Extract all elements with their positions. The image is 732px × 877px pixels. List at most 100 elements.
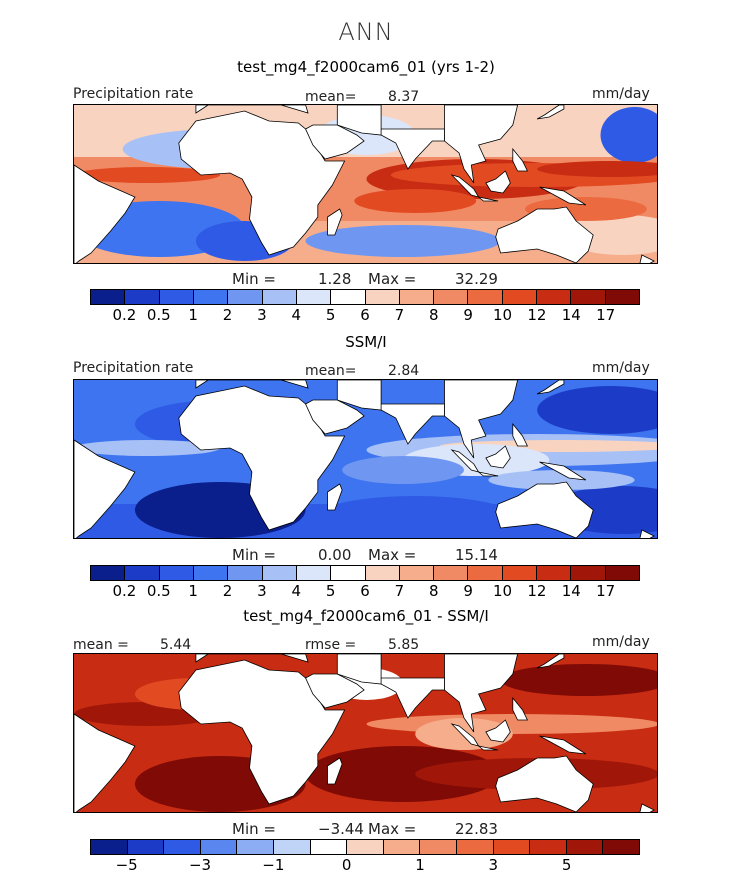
colorbar-tick-label: 5 xyxy=(561,856,572,874)
colorbar-tick-label: 3 xyxy=(257,582,267,600)
panel2-max-label: Max = xyxy=(368,546,417,564)
panel1-mean-value: 8.37 xyxy=(388,89,420,105)
panel1-variable-label: Precipitation rate xyxy=(73,86,194,102)
colorbar-swatch xyxy=(91,566,126,580)
landmass-borneo xyxy=(485,719,511,743)
landmass-madagascar xyxy=(327,483,343,511)
landmass-java xyxy=(478,196,499,202)
main-title: ANN xyxy=(338,18,394,46)
panel1-colorbar xyxy=(90,289,640,305)
colorbar-swatch xyxy=(502,566,538,580)
landmass-nz xyxy=(639,254,655,263)
colorbar-swatch xyxy=(434,290,469,304)
panel1-colorbar-ticks: 0.2 0.5 1 2 3 4 5 6 7 8 9 10 12 14 17 xyxy=(0,306,732,326)
landmass-africa xyxy=(178,385,346,531)
panel2-map-svg xyxy=(74,380,657,538)
landmass-australia xyxy=(495,206,594,263)
panel2-min-label: Min = xyxy=(232,546,276,564)
landmass-eurasia_ms xyxy=(195,654,309,663)
landmass-iran xyxy=(336,654,382,685)
colorbar-swatch xyxy=(571,566,606,580)
colorbar-tick-label: 6 xyxy=(360,582,370,600)
panel3-mean-label: mean = xyxy=(73,637,129,653)
colorbar-swatch xyxy=(159,290,194,304)
landmass-philippines xyxy=(512,147,529,172)
landmass-australia xyxy=(495,755,594,812)
colorbar-swatch xyxy=(566,840,604,854)
landmass-philippines xyxy=(512,422,529,447)
colorbar-tick-label: 1 xyxy=(188,582,198,600)
landmass-india xyxy=(380,403,445,445)
colorbar-swatch xyxy=(262,566,297,580)
colorbar-swatch xyxy=(383,840,421,854)
colorbar-tick-label: 12 xyxy=(527,306,547,324)
landmass-borneo xyxy=(485,170,511,194)
panel2-colorbar xyxy=(90,565,640,581)
panel3-min-label: Min = xyxy=(232,820,276,838)
panel3-max-label: Max = xyxy=(368,820,417,838)
landmass-arabia xyxy=(305,124,365,160)
panel3-rmse-value: 5.85 xyxy=(388,637,420,653)
colorbar-tick-label: 0 xyxy=(341,856,352,874)
colorbar-swatch xyxy=(493,840,531,854)
colorbar-tick-label: 1 xyxy=(188,306,198,324)
landmass-japan xyxy=(536,380,565,395)
landmass-arabia xyxy=(305,673,365,709)
panel2-max-value: 15.14 xyxy=(455,546,498,564)
panel1-map-svg xyxy=(74,105,657,263)
landmass-samerica xyxy=(74,713,136,812)
colorbar-tick-label: 5 xyxy=(325,306,336,324)
colorbar-swatch xyxy=(159,566,194,580)
colorbar-tick-label: 7 xyxy=(394,582,405,600)
colorbar-swatch xyxy=(399,566,435,580)
colorbar-swatch xyxy=(399,290,435,304)
colorbar-swatch xyxy=(273,840,311,854)
colorbar-swatch xyxy=(296,566,332,580)
colorbar-swatch xyxy=(365,566,400,580)
colorbar-tick-label: 14 xyxy=(561,306,581,324)
colorbar-tick-label: 8 xyxy=(428,582,439,600)
colorbar-swatch xyxy=(200,840,238,854)
landmass-samerica xyxy=(74,439,136,538)
panel3-title: test_mg4_f2000cam6_01 - SSM/I xyxy=(243,607,489,625)
panel1-units: mm/day xyxy=(592,86,650,102)
panel3-colorbar xyxy=(90,839,640,855)
panel1-mean-label: mean= xyxy=(305,89,357,105)
landmass-arabia xyxy=(305,399,365,435)
colorbar-tick-label: 0.2 xyxy=(112,582,137,600)
panel3-map xyxy=(73,653,658,813)
landmass-madagascar xyxy=(327,757,343,785)
colorbar-tick-label: 17 xyxy=(596,306,616,324)
colorbar-tick-label: 7 xyxy=(394,306,405,324)
landmass-japan xyxy=(536,654,565,669)
colorbar-tick-label: −3 xyxy=(188,856,212,874)
landmass-eurasia_ms xyxy=(195,105,309,114)
panel2-title: SSM/I xyxy=(345,333,387,351)
panel2-min-value: 0.00 xyxy=(318,546,352,564)
colorbar-tick-label: 0.2 xyxy=(112,306,137,324)
colorbar-swatch xyxy=(331,566,366,580)
panel2-units: mm/day xyxy=(592,360,650,376)
colorbar-swatch xyxy=(193,290,229,304)
colorbar-tick-label: −5 xyxy=(115,856,138,874)
panel1-min-label: Min = xyxy=(232,270,276,288)
landmass-africa xyxy=(178,659,346,805)
landmass-india xyxy=(380,128,445,170)
colorbar-tick-label: 2 xyxy=(222,582,233,600)
colorbar-tick-label: −1 xyxy=(262,856,285,874)
colorbar-swatch xyxy=(91,840,128,854)
colorbar-swatch xyxy=(125,290,160,304)
landmass-java xyxy=(478,745,499,751)
panel2-variable-label: Precipitation rate xyxy=(73,360,194,376)
colorbar-swatch xyxy=(468,290,503,304)
panel2-colorbar-ticks: 0.2 0.5 1 2 3 4 5 6 7 8 9 10 12 14 17 xyxy=(0,582,732,602)
landmass-iran xyxy=(336,380,382,411)
landmass-seasia xyxy=(444,105,519,184)
landmass-sumatra xyxy=(450,174,480,198)
panel3-mean-value: 5.44 xyxy=(160,637,192,653)
colorbar-swatch xyxy=(91,290,126,304)
landmass-sumatra xyxy=(450,723,480,747)
landmass-philippines xyxy=(512,696,529,721)
colorbar-swatch xyxy=(605,290,639,304)
colorbar-tick-label: 17 xyxy=(596,582,616,600)
